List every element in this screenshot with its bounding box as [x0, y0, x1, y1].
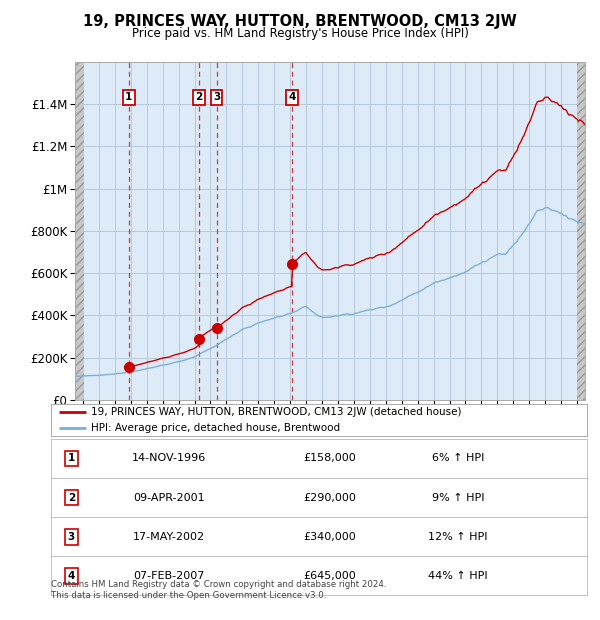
Text: 12% ↑ HPI: 12% ↑ HPI: [428, 531, 488, 542]
Text: £340,000: £340,000: [303, 531, 356, 542]
Text: 4: 4: [68, 570, 75, 581]
Text: 14-NOV-1996: 14-NOV-1996: [132, 453, 206, 464]
Text: 09-APR-2001: 09-APR-2001: [133, 492, 205, 503]
Text: 3: 3: [213, 92, 220, 102]
Text: £158,000: £158,000: [303, 453, 356, 464]
Text: Contains HM Land Registry data © Crown copyright and database right 2024.
This d: Contains HM Land Registry data © Crown c…: [51, 580, 386, 600]
Text: 07-FEB-2007: 07-FEB-2007: [133, 570, 205, 581]
Text: 1: 1: [125, 92, 133, 102]
Text: 2: 2: [195, 92, 202, 102]
Text: 3: 3: [68, 531, 75, 542]
Text: Price paid vs. HM Land Registry's House Price Index (HPI): Price paid vs. HM Land Registry's House …: [131, 27, 469, 40]
Text: 6% ↑ HPI: 6% ↑ HPI: [432, 453, 484, 464]
Bar: [75, 62, 84, 400]
Text: 4: 4: [288, 92, 295, 102]
Text: 19, PRINCES WAY, HUTTON, BRENTWOOD, CM13 2JW: 19, PRINCES WAY, HUTTON, BRENTWOOD, CM13…: [83, 14, 517, 29]
Text: 44% ↑ HPI: 44% ↑ HPI: [428, 570, 488, 581]
Text: HPI: Average price, detached house, Brentwood: HPI: Average price, detached house, Bren…: [91, 423, 340, 433]
Text: £645,000: £645,000: [303, 570, 356, 581]
Text: 1: 1: [68, 453, 75, 464]
Text: 9% ↑ HPI: 9% ↑ HPI: [432, 492, 484, 503]
Text: 17-MAY-2002: 17-MAY-2002: [133, 531, 205, 542]
Text: 2: 2: [68, 492, 75, 503]
Text: 19, PRINCES WAY, HUTTON, BRENTWOOD, CM13 2JW (detached house): 19, PRINCES WAY, HUTTON, BRENTWOOD, CM13…: [91, 407, 461, 417]
Text: £290,000: £290,000: [303, 492, 356, 503]
Bar: [577, 62, 585, 400]
